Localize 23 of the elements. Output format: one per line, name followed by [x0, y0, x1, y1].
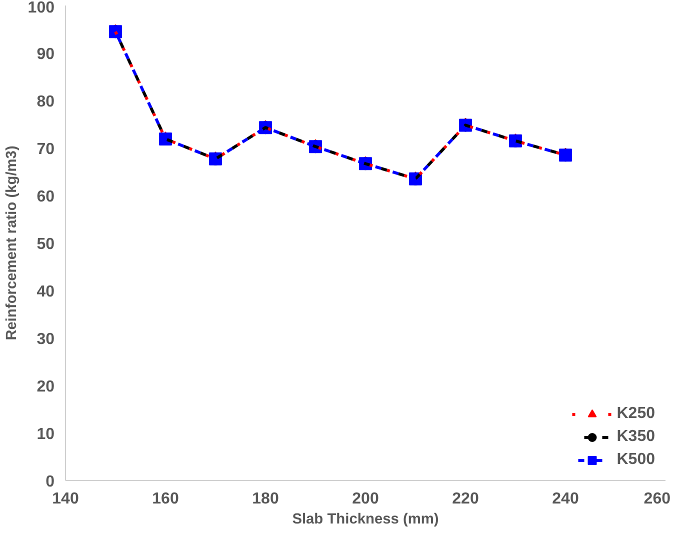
x-tick-label: 220: [452, 490, 479, 508]
y-tick-label: 50: [36, 236, 55, 253]
y-tick-label: 40: [36, 284, 55, 300]
y-axis-title: Reinforcement ratio (kg/m3): [4, 146, 20, 340]
y-tick-label: 30: [36, 331, 55, 348]
y-tick-label: 60: [36, 188, 55, 206]
legend-label: K500: [616, 451, 655, 469]
y-tick-label: 20: [36, 378, 55, 396]
x-tick-label: 160: [152, 490, 179, 508]
legend-label: K350: [616, 428, 655, 446]
x-tick-label: 240: [552, 490, 579, 508]
y-tick-label: 10: [36, 426, 55, 443]
y-tick-label: 80: [36, 94, 55, 110]
legend-label: K250: [616, 405, 655, 423]
y-tick-label: 90: [36, 46, 55, 63]
y-tick-label: 0: [46, 474, 55, 490]
x-tick-label: 180: [252, 490, 279, 508]
x-tick-label: 200: [352, 490, 379, 508]
x-axis-title: Slab Thickness (mm): [292, 512, 439, 528]
y-tick-label: 100: [28, 0, 55, 16]
x-tick-label: 260: [644, 490, 671, 508]
y-tick-label: 70: [36, 141, 55, 158]
x-tick-label: 140: [52, 490, 79, 508]
